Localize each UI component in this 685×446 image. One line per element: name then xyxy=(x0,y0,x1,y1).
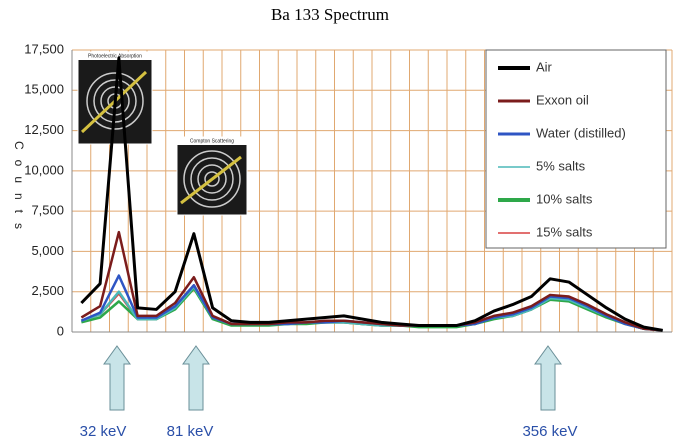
inset-image xyxy=(177,137,247,215)
arrow xyxy=(183,346,209,410)
chart: Ba 133 Spectrum 0 2,500 5,000 7,500 10,000 12… xyxy=(0,0,685,446)
y-tick-label: 2,500 xyxy=(31,283,64,298)
legend-label: Air xyxy=(536,59,553,74)
annotation: 356 keV xyxy=(522,423,577,440)
annotation: 81 keV xyxy=(167,423,214,440)
annotation: 32 keV xyxy=(80,423,127,440)
y-tick-label: 17,500 xyxy=(24,41,64,56)
arrow xyxy=(535,346,561,410)
y-tick-label: 15,000 xyxy=(24,82,64,97)
legend-label: 10% salts xyxy=(536,191,593,206)
legend-label: 5% salts xyxy=(536,158,586,173)
legend-label: 15% salts xyxy=(536,224,593,239)
arrow xyxy=(104,346,130,410)
legend-label: Exxon oil xyxy=(536,92,589,107)
y-tick-label: 10,000 xyxy=(24,162,64,177)
chart-title: Ba 133 Spectrum xyxy=(271,5,389,24)
y-tick-label: 7,500 xyxy=(31,203,64,218)
legend-box xyxy=(486,50,666,248)
inset-caption: Photoelectric Absorption xyxy=(88,53,142,59)
y-axis-label: Counts xyxy=(12,141,26,239)
inset-caption: Compton Scattering xyxy=(190,138,234,144)
y-tick-label: 0 xyxy=(57,323,64,338)
y-tick-label: 12,500 xyxy=(24,122,64,137)
y-tick-label: 5,000 xyxy=(31,243,64,258)
legend-label: Water (distilled) xyxy=(536,125,626,140)
